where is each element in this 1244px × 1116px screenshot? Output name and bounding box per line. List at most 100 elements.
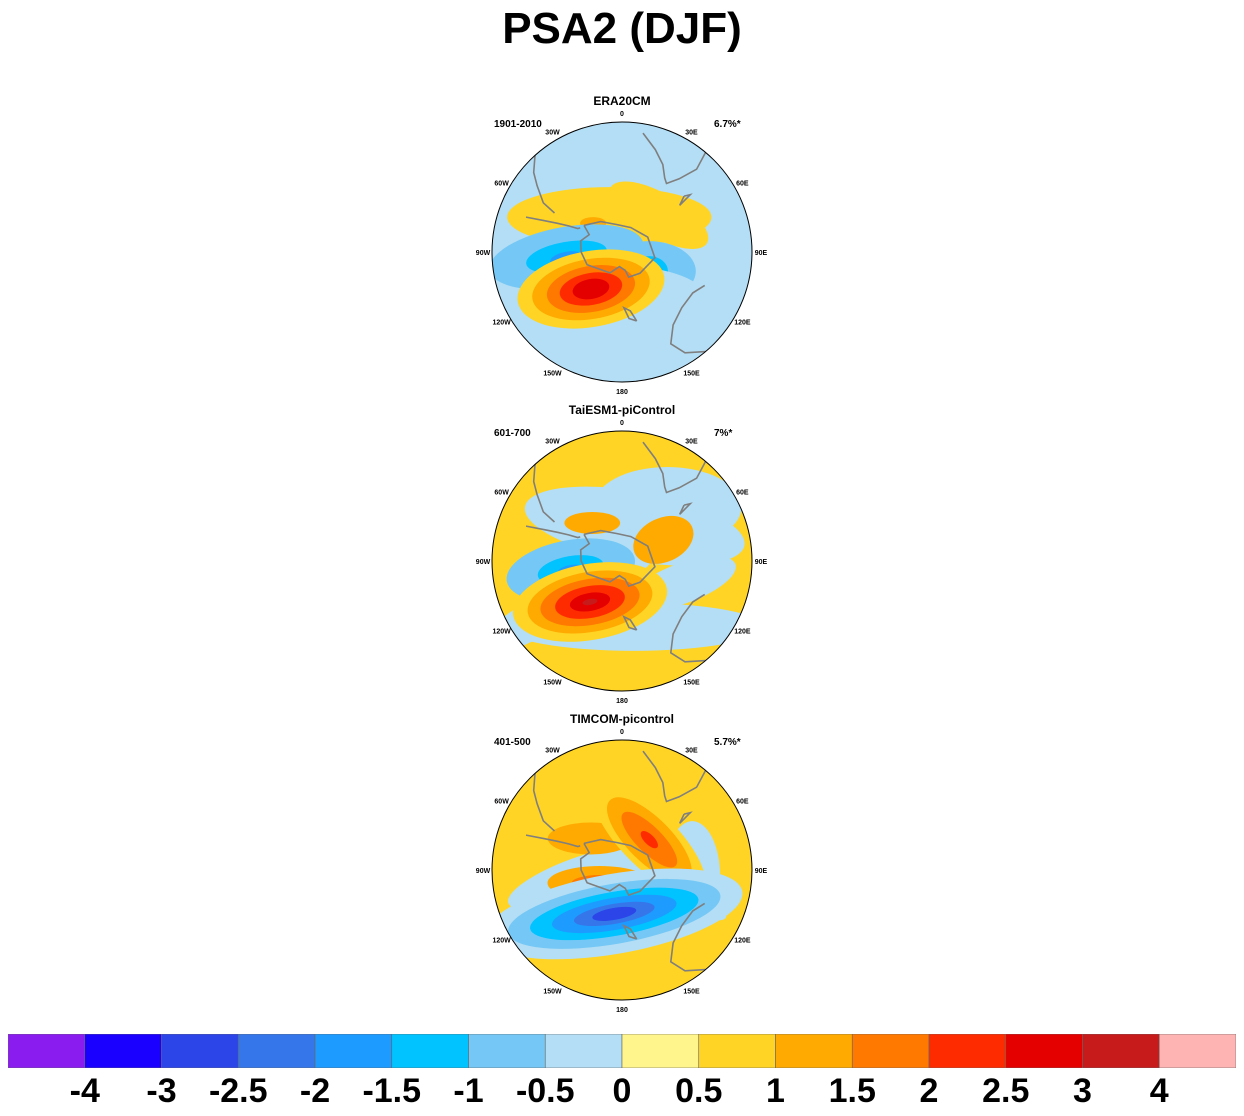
anomaly-contour — [633, 515, 694, 564]
lon-label: 150E — [683, 988, 700, 995]
lon-label: 30W — [545, 439, 560, 446]
lon-label: 120W — [492, 629, 511, 636]
coastline — [678, 193, 693, 206]
lon-label: 90W — [476, 559, 491, 566]
lon-label: 0 — [620, 111, 624, 118]
lon-label: 90E — [755, 868, 768, 875]
coastline — [678, 811, 693, 824]
coastline — [669, 593, 706, 663]
anomaly-contour — [640, 831, 658, 849]
coastline — [532, 464, 556, 523]
lon-label: 180 — [616, 1007, 628, 1012]
panel-period: 401-500 — [494, 737, 531, 748]
coastline — [622, 923, 638, 940]
lon-label: 60W — [494, 181, 509, 188]
lon-label: 150W — [543, 370, 562, 377]
coastline — [579, 529, 656, 588]
lon-label: 30W — [545, 748, 560, 755]
colorbar-tick-label: 3 — [1073, 1072, 1092, 1110]
coastline — [642, 441, 707, 494]
colorbar-tick-label: -1.5 — [362, 1072, 422, 1110]
panel-variance: 6.7%* — [714, 119, 741, 130]
lon-label: 120W — [492, 320, 511, 327]
colorbar-swatch — [237, 1034, 316, 1068]
colorbar-swatch — [928, 1034, 1007, 1068]
colorbar-tick-label: 2 — [919, 1072, 939, 1110]
colorbar-swatch — [161, 1034, 239, 1068]
colorbar-tick-label: 0.5 — [675, 1072, 723, 1110]
colorbar-swatch — [621, 1034, 700, 1068]
map-panel-2: 0 30E 60E 90E 120E 150E 180 150W 120W 90W 60W 30W T… — [470, 403, 774, 703]
colorbar-swatch — [1082, 1034, 1160, 1068]
panel-period: 1901-2010 — [494, 119, 542, 130]
lon-label: 150E — [683, 370, 700, 377]
colorbar-tick-label: 4 — [1149, 1072, 1169, 1110]
polar-map: 0 30E 60E 90E 120E 150E 180 150W 120W 90W 60W 30W — [476, 729, 768, 1012]
colorbar-tick-label: 0 — [612, 1072, 632, 1110]
colorbar-tick-label: 1 — [766, 1072, 785, 1110]
coastline — [642, 132, 707, 185]
lon-label: 90E — [755, 250, 768, 257]
lon-label: 0 — [620, 420, 624, 427]
coastline — [669, 284, 706, 354]
panel-title: TaiESM1-piControl — [568, 403, 676, 417]
colorbar-swatch — [468, 1034, 546, 1068]
coastline — [642, 750, 707, 803]
lon-label: 90E — [755, 559, 768, 566]
colorbar-tick-label: -1 — [453, 1072, 484, 1110]
coastline — [579, 220, 656, 279]
colorbar-tick-label: -2 — [299, 1072, 331, 1110]
anomaly-contour — [593, 466, 742, 547]
colorbar-tick-label: -0.5 — [515, 1072, 575, 1110]
lon-label: 120W — [492, 938, 511, 945]
colorbar-swatch — [391, 1034, 469, 1068]
panel-variance: 5.7%* — [714, 737, 741, 748]
colorbar-swatch — [314, 1034, 393, 1068]
colorbar-swatch — [84, 1034, 162, 1068]
lon-label: 30E — [685, 748, 698, 755]
coastline — [622, 614, 638, 631]
lon-label: 60E — [736, 799, 749, 806]
colorbar-tick-label: 1.5 — [828, 1072, 876, 1110]
coastline — [532, 773, 556, 832]
lon-label: 150W — [543, 679, 562, 686]
lon-label: 150E — [683, 679, 700, 686]
colorbar-swatch — [698, 1034, 776, 1068]
panel-title: TIMCOM-picontrol — [570, 712, 674, 726]
lon-label: 30E — [685, 130, 698, 137]
colorbar-swatch — [1005, 1034, 1083, 1068]
colorbar-swatch — [851, 1034, 930, 1068]
coastline — [525, 834, 581, 848]
colorbar-tick-label: -2.5 — [208, 1072, 268, 1110]
coastline — [678, 502, 693, 515]
lon-label: 120E — [734, 629, 751, 636]
map-panel-1: 0 30E 60E 90E 120E 150E 180 150W 120W 90W 60W 30W E… — [470, 94, 774, 394]
colorbar-tick-label: 2.5 — [982, 1072, 1030, 1110]
panel-title: ERA20CM — [593, 94, 651, 108]
colorbar-swatch — [775, 1034, 853, 1068]
polar-map: 0 30E 60E 90E 120E 150E 180 150W 120W 90W 60W 30W — [476, 111, 768, 394]
lon-label: 60W — [494, 490, 509, 497]
lon-label: 30E — [685, 439, 698, 446]
lon-label: 150W — [543, 988, 562, 995]
colorbar — [8, 1034, 1236, 1068]
coastline — [525, 525, 581, 539]
coastline — [669, 902, 706, 972]
map-border — [491, 430, 753, 692]
anomaly-contour — [572, 278, 610, 300]
lon-label: 90W — [476, 250, 491, 257]
polar-map: 0 30E 60E 90E 120E 150E 180 150W 120W 90W 60W 30W — [476, 420, 768, 703]
page-title: PSA2 (DJF) — [502, 4, 742, 53]
anomaly-contour — [609, 181, 709, 249]
lon-label: 0 — [620, 729, 624, 736]
coastline — [532, 155, 556, 214]
lon-label: 60E — [736, 490, 749, 497]
panel-period: 601-700 — [494, 428, 531, 439]
coastline — [622, 305, 638, 322]
colorbar-swatch — [8, 1034, 86, 1068]
lon-label: 90W — [476, 868, 491, 875]
coastline — [525, 216, 581, 230]
anomaly-contour — [582, 598, 598, 606]
map-panel-3: 0 30E 60E 90E 120E 150E 180 150W 120W 90W 60W 30W T… — [470, 712, 774, 1012]
lon-label: 60E — [736, 181, 749, 188]
